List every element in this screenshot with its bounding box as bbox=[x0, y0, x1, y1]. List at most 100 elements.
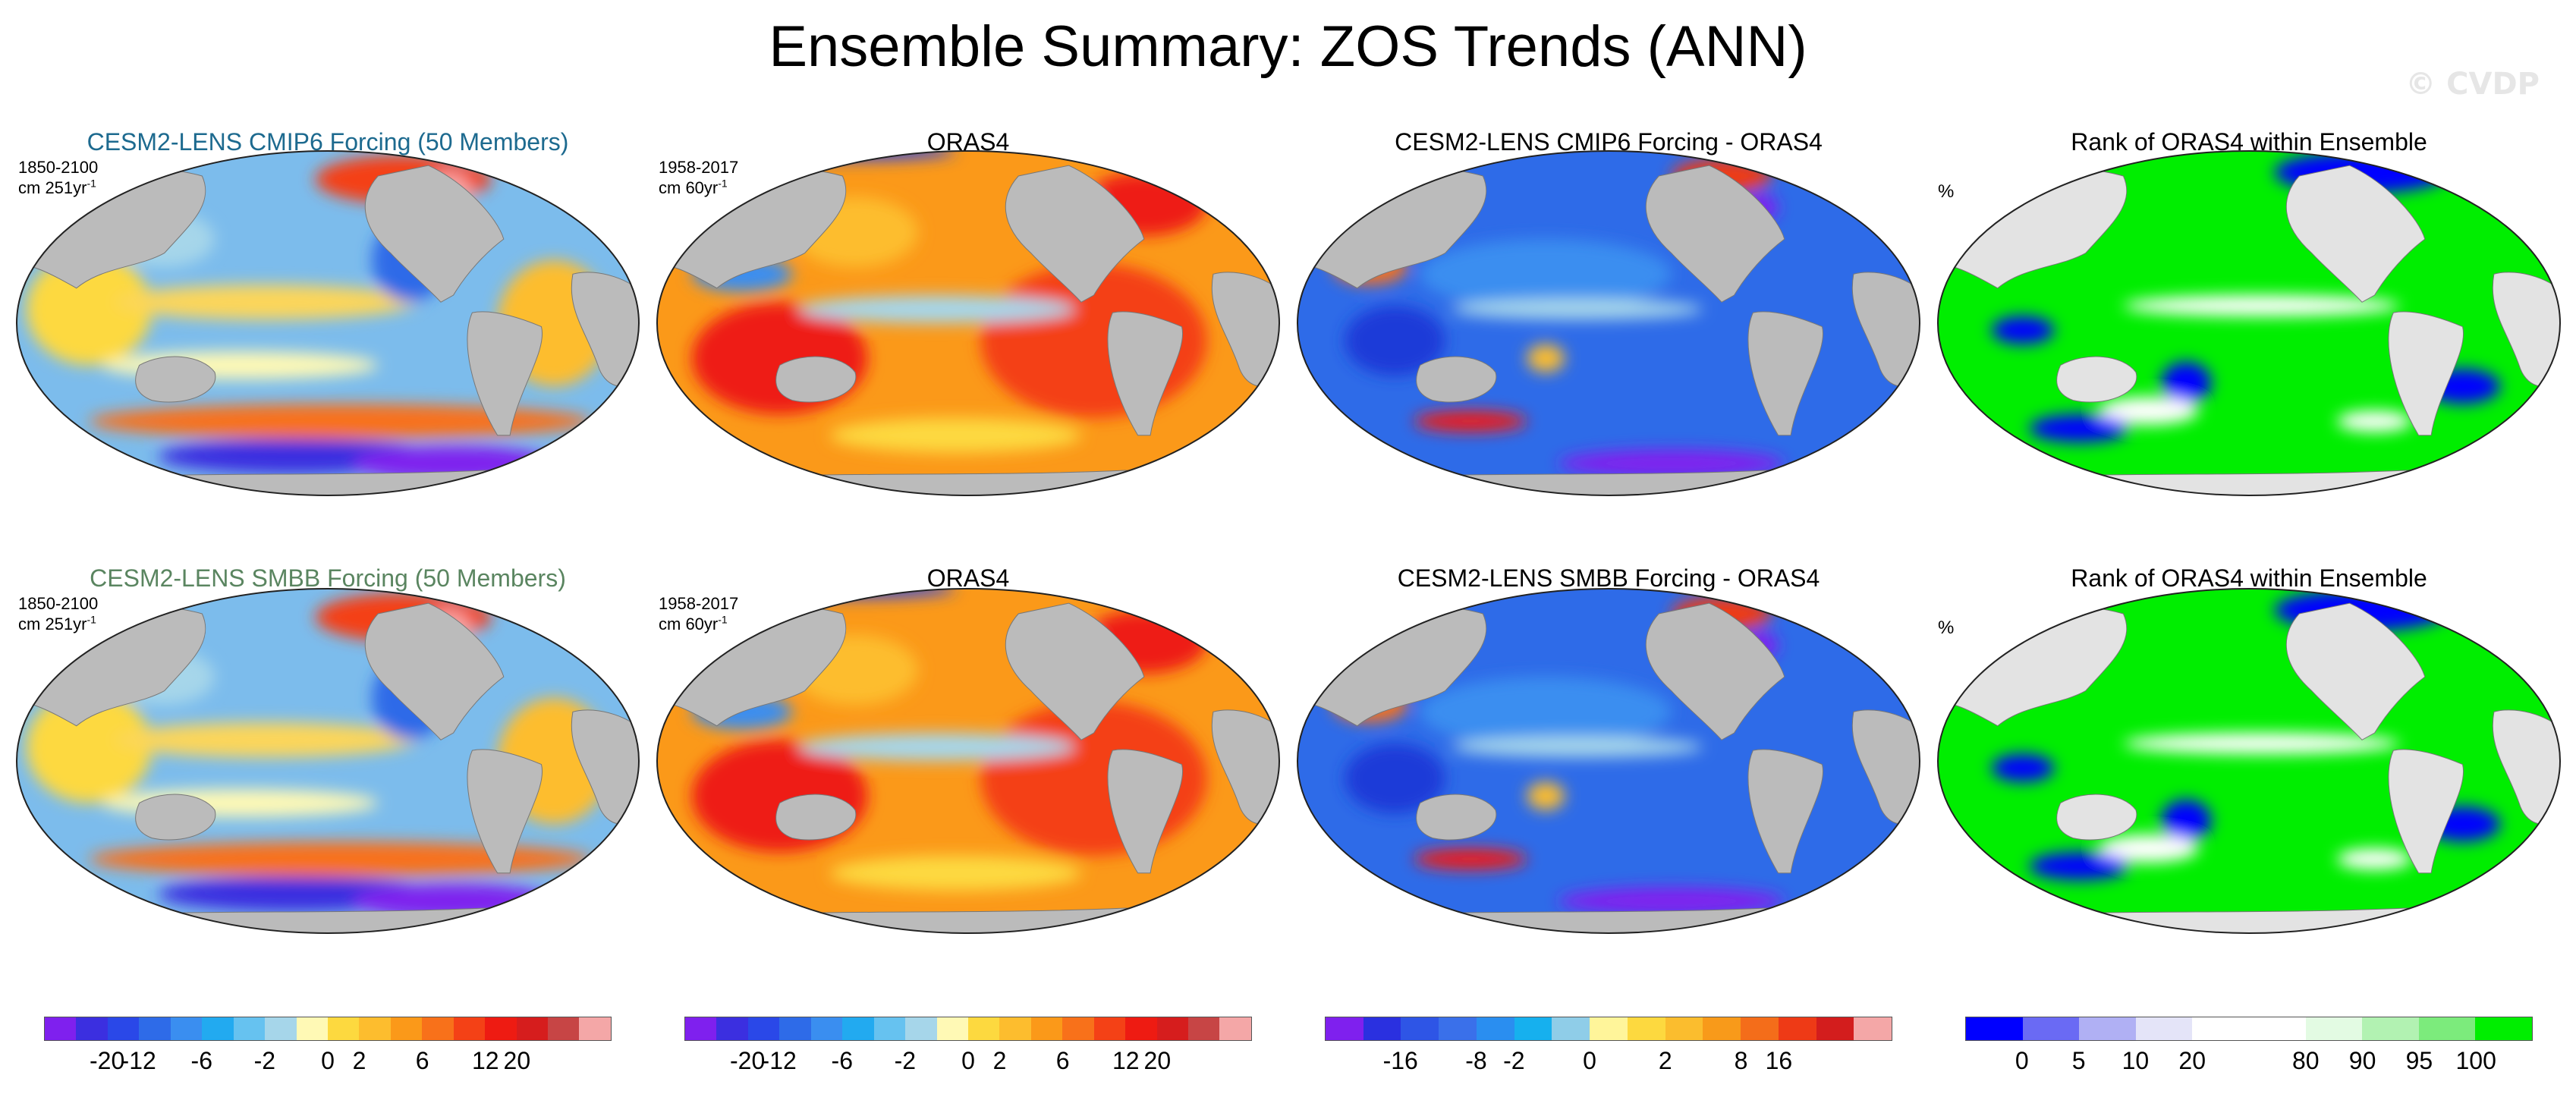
colorbar-swatch bbox=[685, 1017, 717, 1040]
map-outline bbox=[1937, 150, 2561, 496]
colorbar-swatch bbox=[422, 1017, 454, 1040]
colorbar-1 bbox=[44, 1017, 612, 1041]
colorbar-swatch bbox=[842, 1017, 874, 1040]
map-outline bbox=[656, 150, 1280, 496]
units-text: cm 60yr bbox=[659, 615, 719, 633]
map-outline bbox=[16, 588, 640, 934]
colorbar-swatch bbox=[1030, 1017, 1063, 1040]
land-mass bbox=[2388, 749, 2464, 874]
colorbar-swatch bbox=[1816, 1017, 1854, 1040]
land-mass bbox=[657, 470, 1279, 495]
land-mass bbox=[2056, 356, 2137, 403]
colorbar-swatch bbox=[296, 1017, 328, 1040]
colorbar-swatch bbox=[2362, 1017, 2419, 1040]
colorbar-swatch bbox=[1326, 1017, 1363, 1040]
colorbar-swatch bbox=[1093, 1017, 1126, 1040]
units-text: cm 251yr bbox=[18, 178, 87, 197]
colorbar-swatch bbox=[1188, 1017, 1220, 1040]
mean-map-1-0 bbox=[16, 588, 640, 934]
map-outline bbox=[1297, 588, 1920, 934]
colorbar-tick-label: -12 bbox=[761, 1047, 797, 1074]
trend-region bbox=[2336, 848, 2413, 870]
colorbar-swatch bbox=[1590, 1017, 1628, 1040]
trend-region bbox=[798, 733, 1075, 761]
colorbar-tick-label: 2 bbox=[352, 1047, 366, 1074]
colorbar-tick-label: 80 bbox=[2292, 1047, 2320, 1074]
colorbar-tick-label: 20 bbox=[503, 1047, 531, 1074]
land-mass bbox=[17, 907, 639, 933]
land-mass bbox=[657, 907, 1279, 933]
trend-region bbox=[1452, 736, 1703, 758]
colorbar-swatch bbox=[202, 1017, 234, 1040]
colorbar-swatch bbox=[265, 1017, 297, 1040]
colorbar-tick-label: -20 bbox=[89, 1047, 125, 1074]
colorbar-tick-label: 10 bbox=[2122, 1047, 2150, 1074]
trend-region bbox=[1527, 344, 1565, 373]
land-mass bbox=[571, 709, 639, 825]
land-mass bbox=[2285, 602, 2426, 740]
colorbar-swatch bbox=[967, 1017, 1000, 1040]
panel-title: CESM2-LENS SMBB Forcing - ORAS4 bbox=[1397, 564, 1820, 592]
colorbar-swatch bbox=[999, 1017, 1031, 1040]
units-text: cm 251yr bbox=[18, 615, 87, 633]
land-mass bbox=[467, 749, 543, 874]
trend-region bbox=[114, 285, 416, 320]
trend-region bbox=[829, 417, 1082, 453]
panel-title: ORAS4 bbox=[926, 564, 1010, 592]
trend-region bbox=[798, 295, 1075, 323]
land-mass bbox=[1645, 165, 1785, 303]
colorbar-swatch bbox=[2475, 1017, 2532, 1040]
land-mass bbox=[1297, 907, 1920, 933]
units-exponent: -1 bbox=[718, 613, 728, 626]
colorbar-swatch bbox=[1439, 1017, 1477, 1040]
colorbar-swatch bbox=[516, 1017, 548, 1040]
colorbar-swatch bbox=[873, 1017, 906, 1040]
land-mass bbox=[2285, 165, 2426, 303]
colorbar-tick-label: 8 bbox=[1734, 1047, 1748, 1074]
colorbar-swatch bbox=[45, 1017, 77, 1040]
units-text: cm 60yr bbox=[659, 178, 719, 197]
land-mass bbox=[1747, 749, 1824, 874]
figure-title: Ensemble Summary: ZOS Trends (ANN) bbox=[769, 14, 1807, 79]
colorbar-swatch bbox=[2248, 1017, 2306, 1040]
trend-region bbox=[1991, 753, 2055, 782]
land-mass bbox=[1747, 311, 1824, 436]
units-label: cm 251yr-1 bbox=[18, 614, 98, 634]
land-mass bbox=[467, 311, 543, 436]
colorbar-swatch bbox=[1665, 1017, 1703, 1040]
colorbar-tick-label: 2 bbox=[992, 1047, 1007, 1074]
trend-region bbox=[1414, 410, 1527, 432]
colorbar-tick-label: 20 bbox=[1143, 1047, 1172, 1074]
colorbar-swatch bbox=[579, 1017, 611, 1040]
colorbar-swatch bbox=[1552, 1017, 1590, 1040]
diff-map-0-2 bbox=[1297, 150, 1920, 496]
land-mass bbox=[1938, 470, 2560, 495]
colorbar-swatch bbox=[1401, 1017, 1439, 1040]
colorbar-swatch bbox=[1627, 1017, 1665, 1040]
rank-map-1-3 bbox=[1937, 588, 2561, 934]
trend-region bbox=[1558, 887, 1785, 916]
colorbar-tick-label: 6 bbox=[1055, 1047, 1070, 1074]
trend-region bbox=[829, 855, 1082, 891]
colorbar-swatch bbox=[716, 1017, 748, 1040]
trend-region bbox=[2029, 852, 2130, 881]
colorbar-swatch bbox=[779, 1017, 811, 1040]
rank-map-0-3 bbox=[1937, 150, 2561, 496]
colorbar-swatch bbox=[359, 1017, 391, 1040]
colorbar-swatch bbox=[1514, 1017, 1552, 1040]
colorbar-tick-label: 0 bbox=[2015, 1047, 2029, 1074]
trend-region bbox=[2123, 295, 2400, 316]
colorbar-3 bbox=[1325, 1017, 1892, 1041]
colorbar-swatch bbox=[139, 1017, 171, 1040]
colorbar-tick-label: 100 bbox=[2455, 1047, 2496, 1074]
colorbar-swatch bbox=[390, 1017, 423, 1040]
colorbar-tick-label: 0 bbox=[321, 1047, 335, 1074]
trend-region bbox=[1420, 677, 1672, 747]
colorbar-swatch bbox=[1363, 1017, 1401, 1040]
land-mass bbox=[1107, 749, 1184, 874]
trend-region bbox=[1345, 305, 1445, 376]
colorbar-swatch bbox=[2192, 1017, 2249, 1040]
trend-region bbox=[1345, 743, 1445, 814]
colorbar-swatch bbox=[936, 1017, 968, 1040]
land-mass bbox=[2492, 272, 2560, 387]
